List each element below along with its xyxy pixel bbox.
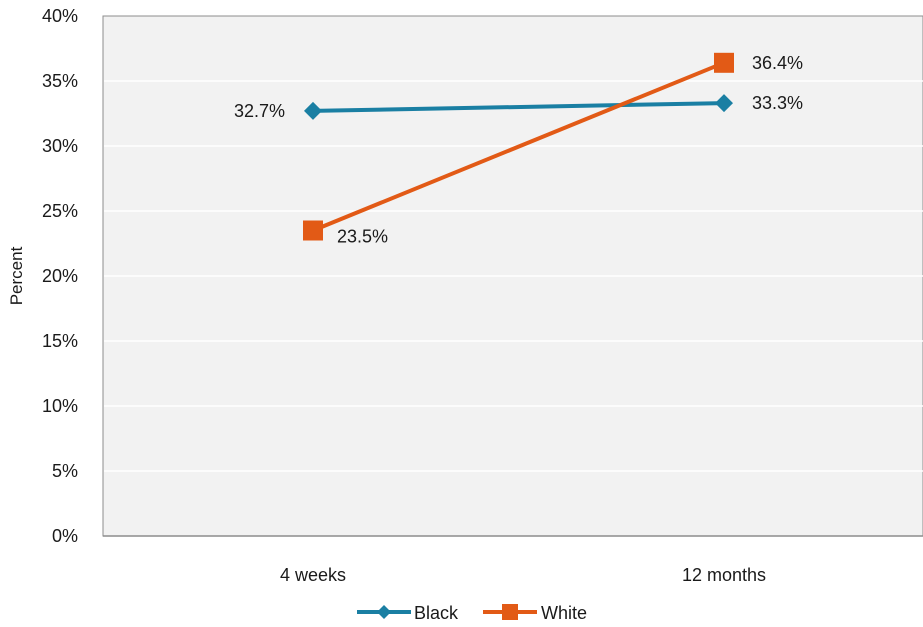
y-tick-label: 25% [42, 201, 78, 221]
x-tick-label: 4 weeks [280, 565, 346, 585]
x-tick-label: 12 months [682, 565, 766, 585]
data-point-marker [502, 604, 518, 620]
legend-item-white: White [483, 603, 587, 623]
data-point-marker [377, 605, 391, 619]
y-axis-title: Percent [7, 246, 26, 305]
y-tick-label: 30% [42, 136, 78, 156]
y-tick-label: 10% [42, 396, 78, 416]
data-label: 33.3% [752, 93, 803, 113]
legend-label: Black [414, 603, 459, 623]
y-tick-label: 5% [52, 461, 78, 481]
data-label: 32.7% [234, 101, 285, 121]
y-axis-ticks: 0% 5% 10% 15% 20% 25% 30% 35% 40% [42, 6, 78, 546]
legend-label: White [541, 603, 587, 623]
y-tick-label: 15% [42, 331, 78, 351]
y-tick-label: 40% [42, 6, 78, 26]
legend: Black White [357, 603, 587, 623]
data-label: 23.5% [337, 227, 388, 247]
data-label: 36.4% [752, 53, 803, 73]
y-tick-label: 20% [42, 266, 78, 286]
y-tick-label: 0% [52, 526, 78, 546]
x-axis-ticks: 4 weeks 12 months [280, 565, 766, 585]
data-point-marker [714, 53, 734, 73]
y-tick-label: 35% [42, 71, 78, 91]
data-point-marker [303, 221, 323, 241]
legend-item-black: Black [357, 603, 459, 623]
